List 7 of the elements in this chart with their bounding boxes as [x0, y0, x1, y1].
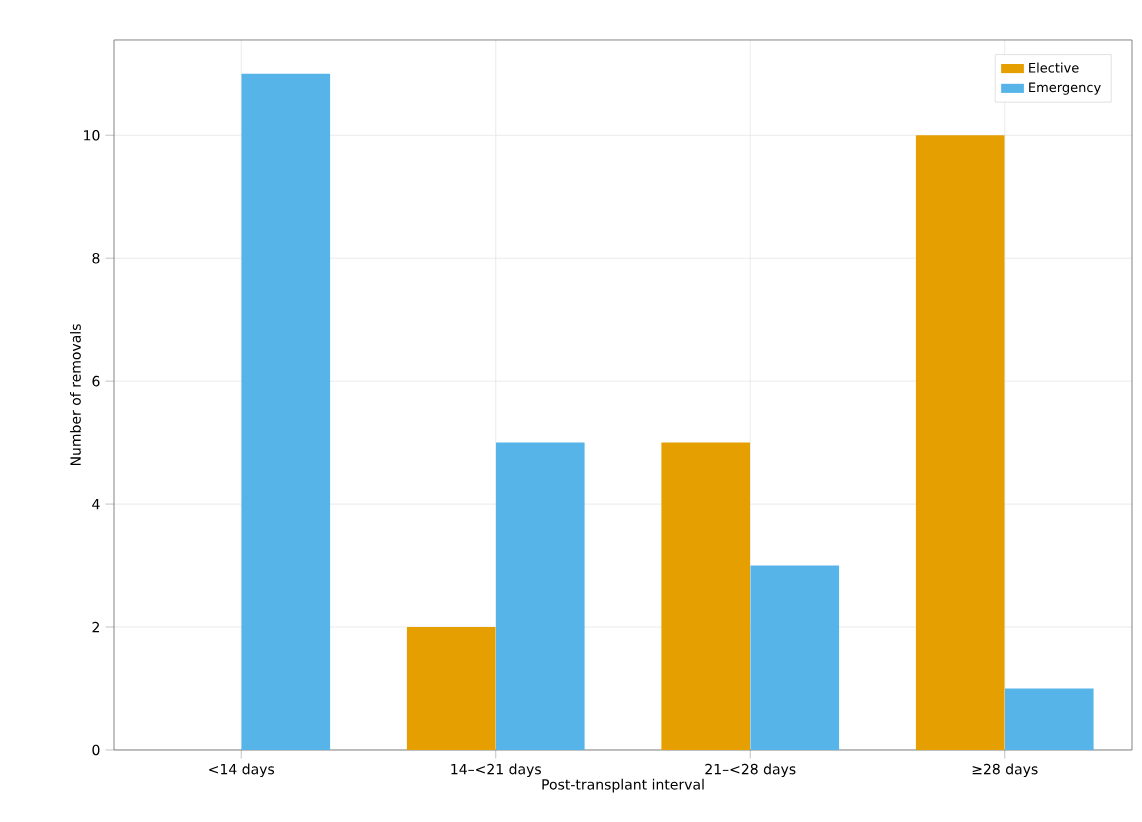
- bar: [661, 442, 751, 750]
- bar: [495, 442, 585, 750]
- bar: [406, 627, 496, 750]
- bar: [241, 73, 331, 750]
- bar: [750, 565, 840, 750]
- bar: [1004, 688, 1094, 750]
- bar: [915, 135, 1005, 750]
